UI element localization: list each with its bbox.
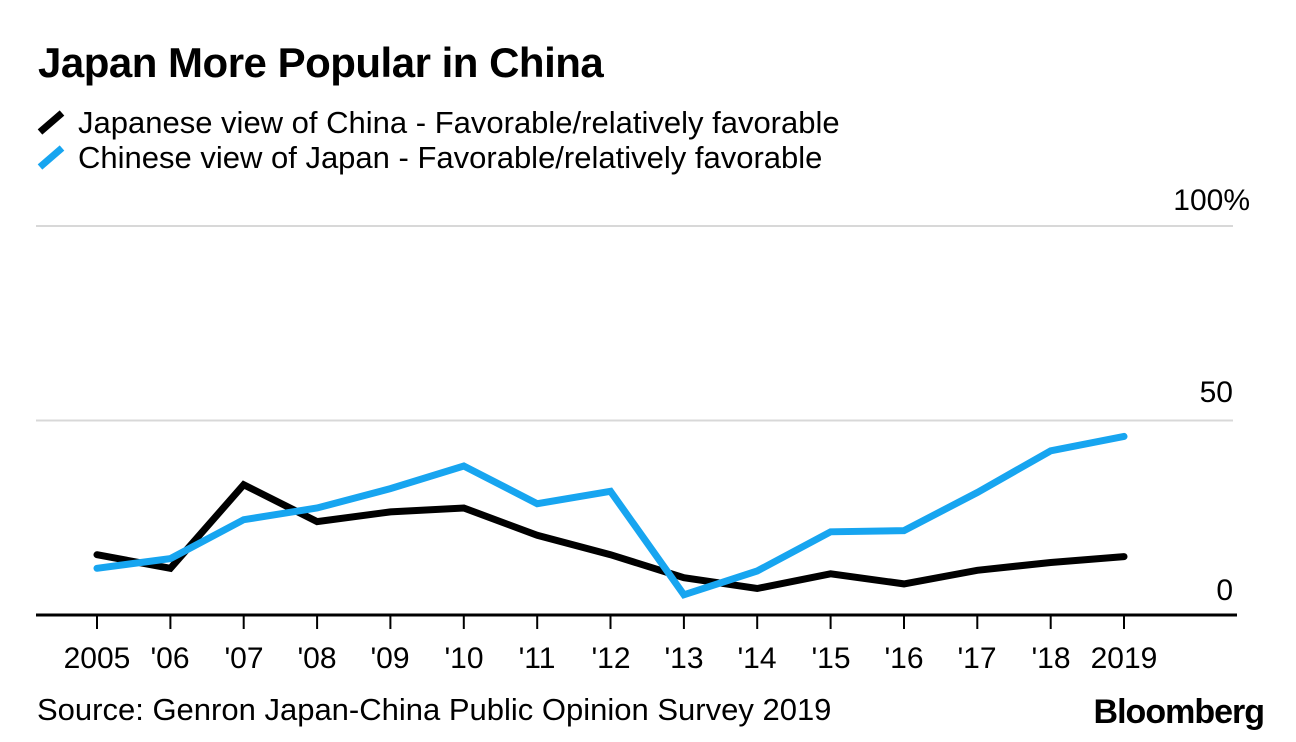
x-axis-label-2011: '11 <box>518 642 556 675</box>
x-axis-label-2015: '15 <box>811 642 851 675</box>
y-axis-label-100: 100% <box>1173 184 1250 217</box>
x-axis-label-2019: 2019 <box>1090 642 1158 675</box>
y-axis-label-50: 50 <box>1199 376 1233 409</box>
black-line-swatch-icon <box>37 110 65 135</box>
legend-label: Japanese view of China - Favorable/relat… <box>78 105 840 140</box>
x-axis-label-2014: '14 <box>737 642 777 675</box>
x-axis-label-2007: '07 <box>224 642 264 675</box>
chart-title: Japan More Popular in China <box>38 39 604 86</box>
x-axis-label-2018: '18 <box>1031 642 1071 675</box>
x-axis-label-2005: 2005 <box>63 642 131 675</box>
x-axis-label-2017: '17 <box>957 642 997 675</box>
y-axis-label-0: 0 <box>1216 574 1233 607</box>
source-note: Source: Genron Japan-China Public Opinio… <box>37 692 832 727</box>
x-axis-label-2013: '13 <box>664 642 704 675</box>
x-axis-label-2010: '10 <box>444 642 484 675</box>
x-axis-label-2009: '09 <box>370 642 410 675</box>
x-axis-label-2012: '12 <box>591 642 631 675</box>
x-axis-label-2008: '08 <box>297 642 337 675</box>
chart-legend: Japanese view of China - Favorable/relat… <box>36 105 840 175</box>
legend-label: Chinese view of Japan - Favorable/relati… <box>78 140 823 175</box>
blue-line-swatch-icon <box>37 145 65 170</box>
legend-item-japanese-view: Japanese view of China - Favorable/relat… <box>36 105 840 140</box>
x-axis-label-2006: '06 <box>150 642 190 675</box>
legend-item-chinese-view: Chinese view of Japan - Favorable/relati… <box>36 140 840 175</box>
series-line-chinese-view-of-japan <box>93 432 1128 599</box>
x-axis-label-2016: '16 <box>884 642 924 675</box>
bloomberg-logo: Bloomberg <box>1093 693 1265 731</box>
series-line-japanese-view-of-china <box>93 480 1128 593</box>
